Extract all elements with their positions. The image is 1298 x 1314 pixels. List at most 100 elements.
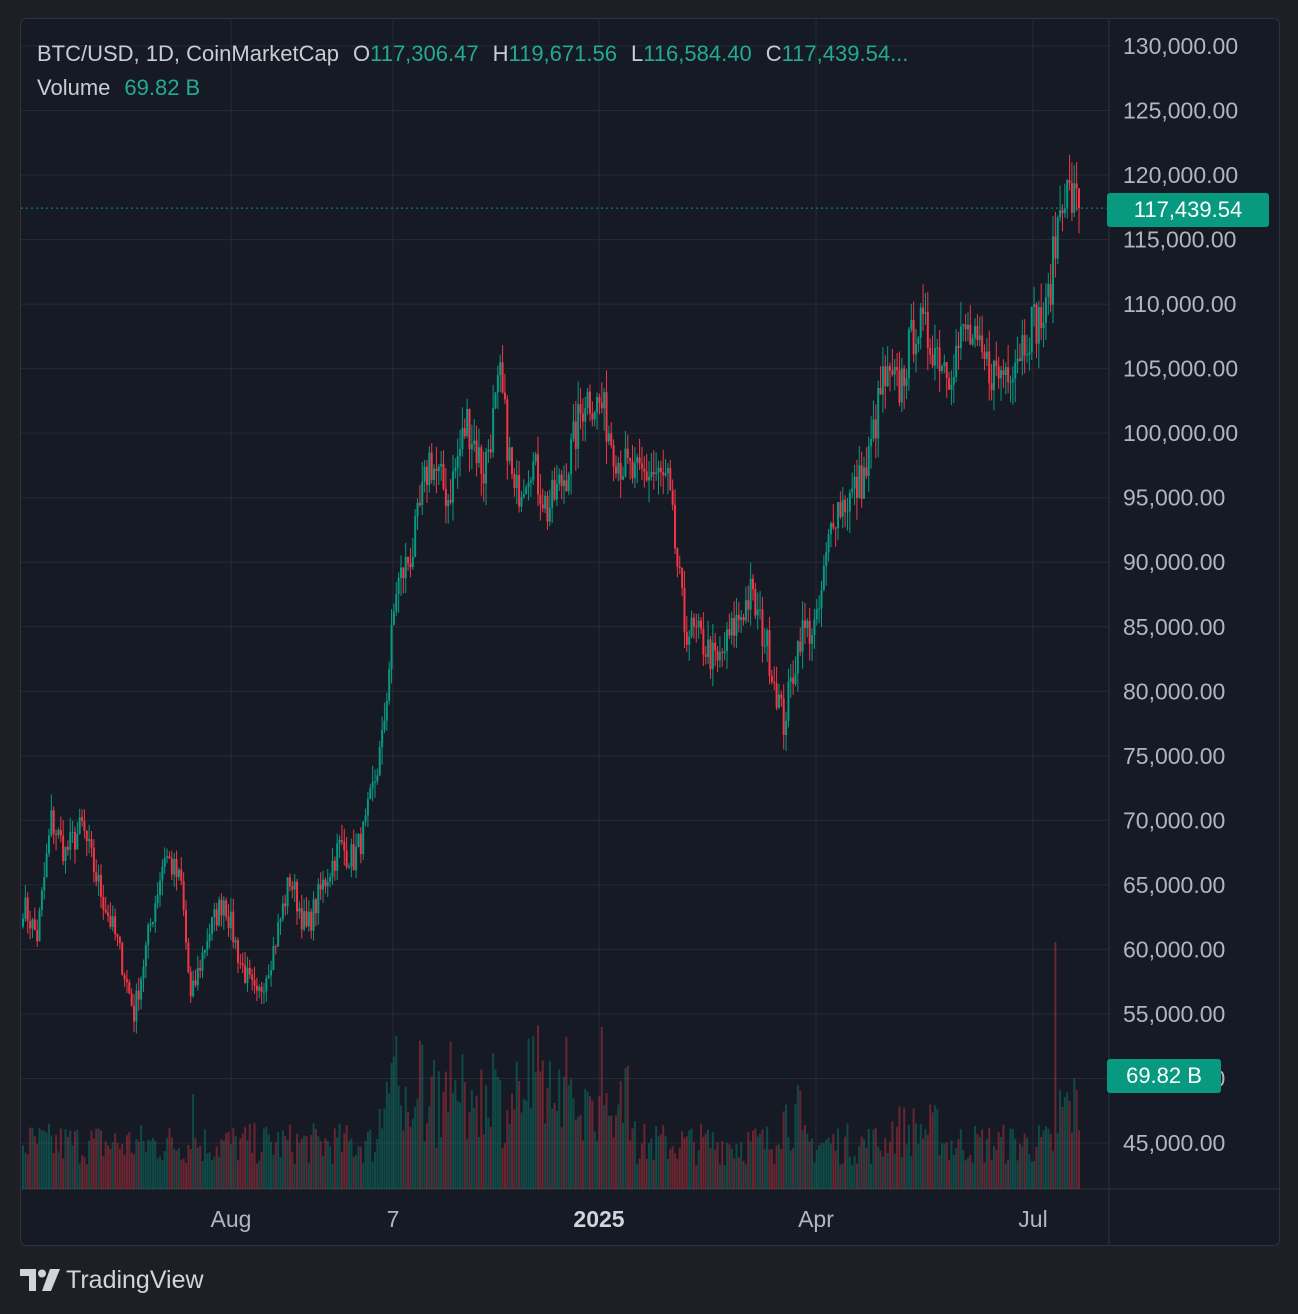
volume-label[interactable]: Volume — [37, 75, 111, 100]
volume-bar — [461, 1054, 464, 1189]
candle-body — [189, 971, 192, 997]
candle-body — [1004, 367, 1007, 375]
chart-canvas[interactable]: 130,000.00 125,000.00 120,000.00 115,000.00… — [21, 19, 1279, 1245]
candle-body — [707, 639, 710, 657]
candle-body — [688, 636, 691, 645]
candle-body — [357, 834, 360, 847]
volume-bar — [780, 1148, 783, 1189]
candle-body — [156, 894, 159, 904]
volume-bar — [133, 1154, 136, 1189]
volume-bar — [333, 1128, 336, 1189]
volume-bar — [716, 1142, 719, 1189]
candle-body — [1021, 335, 1024, 361]
chart-frame[interactable]: 130,000.00 125,000.00 120,000.00 115,000.00… — [20, 18, 1280, 1246]
candle-body — [293, 881, 296, 890]
volume-bar — [707, 1129, 710, 1189]
candle-body — [437, 466, 440, 471]
volume-bar — [90, 1130, 93, 1189]
candle-body — [286, 877, 289, 907]
candle-body — [343, 841, 346, 851]
volume-bar — [154, 1140, 157, 1189]
volume-bar — [974, 1126, 977, 1189]
volume-bar — [201, 1160, 204, 1189]
volume-bar — [629, 1140, 632, 1189]
candle-body — [744, 600, 747, 621]
candle-body — [43, 877, 46, 891]
candle-body — [175, 858, 178, 877]
candle-body — [192, 980, 195, 997]
volume-bar — [997, 1132, 1000, 1189]
candle-body — [78, 817, 81, 834]
candle-body — [1061, 210, 1064, 214]
volume-bar — [692, 1142, 695, 1189]
volume-bar — [837, 1128, 840, 1189]
volume-bar — [555, 1111, 558, 1189]
volume-bar — [1000, 1136, 1003, 1189]
candle-body — [565, 480, 568, 492]
volume-bar — [156, 1158, 159, 1189]
candle-body — [520, 496, 523, 507]
candle-body — [362, 821, 365, 855]
volume-bar — [22, 1145, 24, 1189]
candle-body — [503, 392, 506, 400]
candle-body — [62, 835, 65, 861]
candle-body — [149, 924, 152, 926]
volume-bar — [210, 1160, 213, 1189]
volume-bar — [761, 1129, 764, 1189]
candle-body — [889, 366, 892, 371]
volume-bar — [319, 1141, 322, 1189]
volume-bar — [1042, 1130, 1045, 1189]
volume-bar — [657, 1136, 660, 1189]
candle-body — [459, 449, 462, 457]
volume-bar — [215, 1146, 218, 1189]
candle-body — [345, 850, 348, 867]
y-tick-label: 45,000.00 — [1123, 1130, 1225, 1156]
volume-bar — [914, 1123, 917, 1189]
volume-bar — [437, 1071, 440, 1189]
close-label: C — [765, 41, 782, 66]
volume-bar — [912, 1108, 915, 1189]
candle-body — [940, 366, 943, 372]
candle-body — [898, 370, 901, 403]
candle-body — [492, 407, 495, 453]
volume-bar — [733, 1158, 736, 1189]
volume-bar — [730, 1148, 733, 1189]
volume-bar — [1033, 1161, 1036, 1189]
volume-bar — [863, 1138, 866, 1189]
volume-bar — [789, 1150, 792, 1189]
volume-bar — [520, 1112, 523, 1189]
volume-bar — [336, 1137, 339, 1189]
candle-body — [914, 344, 917, 355]
symbol-label[interactable]: BTC/USD, 1D, CoinMarketCap — [37, 41, 339, 66]
candle-body — [374, 781, 376, 783]
candle-body — [81, 817, 84, 821]
candle-body — [966, 324, 969, 330]
volume-bar — [409, 1126, 412, 1189]
candle-body — [428, 452, 431, 486]
volume-bar — [631, 1128, 634, 1189]
volume-bar — [567, 1084, 570, 1189]
candle-body — [777, 694, 780, 708]
y-tick-label: 130,000.00 — [1123, 33, 1238, 59]
volume-bar — [374, 1152, 376, 1189]
candle-body — [329, 877, 332, 883]
candle-body — [220, 899, 223, 916]
candle-body — [397, 577, 400, 594]
candle-body — [596, 396, 599, 413]
tradingview-branding[interactable]: TradingView — [20, 1262, 204, 1298]
candle-body — [331, 860, 334, 878]
candle-body — [548, 507, 551, 522]
x-tick-label: Aug — [211, 1206, 252, 1232]
candle-body — [853, 476, 856, 489]
candle-body — [829, 523, 832, 535]
volume-bar — [820, 1142, 823, 1189]
candle-body — [109, 915, 112, 927]
volume-bar — [581, 1140, 584, 1189]
candle-body — [974, 325, 977, 339]
candle-body — [1000, 370, 1003, 379]
candle-body — [893, 367, 896, 375]
candle-body — [652, 472, 655, 474]
volume-bar — [652, 1159, 655, 1189]
candle-body — [102, 897, 105, 910]
candle-body — [948, 377, 951, 390]
